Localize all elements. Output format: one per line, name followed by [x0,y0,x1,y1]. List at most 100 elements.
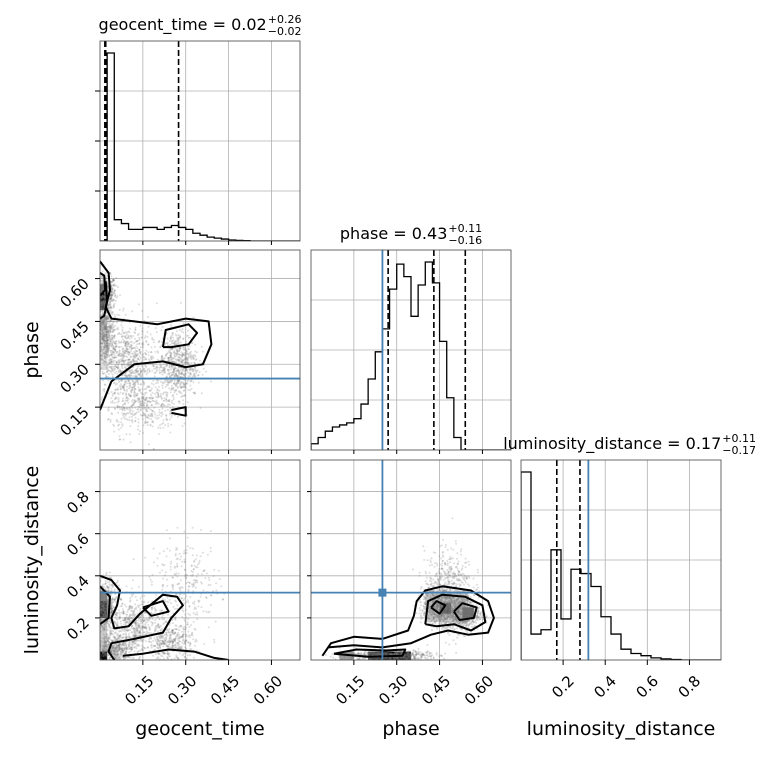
sample-point [169,431,172,434]
sample-point [105,330,108,333]
sample-point [126,342,129,345]
sample-point [129,656,132,659]
sample-point [100,321,103,324]
sample-point [102,348,105,351]
sample-point [142,631,145,634]
sample-point [155,331,158,334]
sample-point [121,649,124,652]
sample-point [125,644,128,646]
sample-point [141,365,144,368]
sample-point [124,647,127,650]
sample-point [98,299,100,301]
sample-point [128,433,131,436]
sample-point [178,359,181,362]
sample-point [95,614,97,616]
sample-point [105,334,108,337]
sample-point [213,638,216,641]
sample-point [145,373,148,376]
sample-point [133,399,136,402]
sample-point [102,663,104,665]
sample-point [106,586,109,589]
sample-point [105,348,108,351]
sample-point [111,328,114,331]
sample-point [194,375,197,378]
sample-point [112,283,115,286]
sample-point [181,372,183,375]
sample-point [103,647,106,650]
sample-point [181,373,184,376]
sample-point [171,347,174,350]
sample-point [111,609,114,612]
sample-point [177,415,180,418]
sample-point [145,387,148,390]
sample-point [137,410,140,413]
sample-point [101,370,104,373]
sample-point [110,360,113,363]
sample-point [109,306,112,309]
sample-point [156,366,159,369]
sample-point [175,382,178,384]
contour-line [161,323,199,349]
sample-point [129,650,132,653]
sample-point [109,330,111,333]
density-cell [100,301,108,310]
sample-point [127,330,130,333]
sample-point [111,652,114,655]
sample-point [160,404,163,407]
sample-point [202,367,205,370]
sample-point [128,358,130,361]
sample-point [124,350,127,353]
sample-point [173,657,176,660]
sample-point [104,327,107,329]
sample-point [136,369,139,372]
sample-point [106,349,109,352]
sample-point [131,379,134,382]
sample-point [126,343,129,346]
sample-point [104,608,107,611]
sample-point [121,602,124,605]
sample-point [102,296,105,299]
sample-point [126,610,129,613]
sample-point [187,371,190,374]
sample-point [107,344,110,347]
sample-point [112,347,115,350]
sample-point [105,374,107,377]
sample-point [186,358,189,360]
sample-point [109,342,112,345]
sample-point [118,314,121,317]
sample-point [166,408,169,411]
sample-point [107,362,110,365]
sample-point [104,344,107,347]
sample-point [148,389,151,392]
sample-point [167,357,169,359]
sample-point [123,383,126,386]
sample-point [103,610,106,613]
sample-point [104,647,107,650]
sample-point [183,384,186,386]
sample-point [177,374,180,377]
sample-point [192,368,195,371]
sample-point [158,408,161,411]
sample-point [141,402,144,405]
sample-point [108,635,111,638]
sample-point [90,609,92,611]
sample-point [194,362,197,365]
sample-point [94,299,96,301]
sample-point [111,294,114,297]
sample-point [135,394,138,397]
sample-point [104,317,107,320]
sample-point [106,639,109,642]
sample-point [126,352,129,354]
sample-point [134,420,137,423]
sample-point [110,296,113,299]
sample-point [118,618,121,620]
sample-point [172,357,175,360]
sample-point [159,392,162,395]
sample-point [156,379,159,382]
sample-point [110,366,113,368]
sample-point [100,301,103,304]
sample-point [138,348,141,351]
sample-point [105,608,108,611]
sample-point [100,347,103,349]
sample-point [130,347,133,350]
